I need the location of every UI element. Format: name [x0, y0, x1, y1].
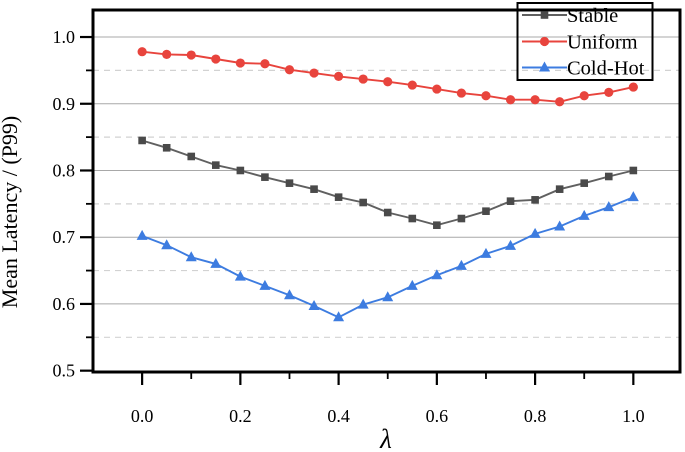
- triangle-marker: [136, 229, 148, 240]
- triangle-marker: [308, 299, 320, 310]
- legend-label: Uniform: [567, 32, 638, 54]
- square-marker: [433, 221, 441, 229]
- triangle-marker: [431, 269, 443, 280]
- grid-minor: [93, 69, 680, 338]
- circle-marker: [456, 88, 467, 98]
- square-marker: [383, 208, 392, 217]
- legend-item-cold-hot: Cold-Hot: [522, 58, 645, 80]
- legend-label: Cold-Hot: [567, 58, 645, 80]
- square-marker: [261, 173, 269, 181]
- triangle-marker: [259, 279, 271, 290]
- circle-marker: [334, 71, 344, 81]
- y-ticks: 0.5 0.6 0.7 0.8 0.9 1.0: [53, 27, 93, 381]
- legend-label: Stable: [567, 5, 618, 27]
- square-marker: [555, 185, 564, 193]
- triangle-marker: [185, 251, 197, 262]
- square-marker: [138, 136, 146, 145]
- square-marker: [540, 11, 549, 19]
- square-marker: [506, 197, 515, 205]
- triangle-marker: [578, 209, 590, 220]
- triangle-marker: [357, 298, 369, 309]
- circle-marker: [186, 50, 196, 60]
- circle-marker: [481, 91, 491, 101]
- triangle-marker: [529, 227, 541, 238]
- triangle-marker: [382, 291, 394, 302]
- square-marker: [580, 179, 589, 187]
- x-tick-label: 0.6: [426, 406, 449, 426]
- circle-marker: [579, 91, 589, 101]
- x-axis-label: λ: [379, 424, 392, 452]
- square-marker: [334, 193, 343, 201]
- square-marker: [629, 166, 638, 175]
- triangle-marker: [603, 201, 615, 212]
- y-tick-label: 0.8: [53, 160, 76, 180]
- circle-marker: [530, 95, 540, 105]
- circle-marker: [505, 95, 516, 105]
- circle-marker: [235, 58, 245, 68]
- legend-item-uniform: Uniform: [522, 32, 638, 54]
- square-marker: [408, 214, 417, 223]
- circle-marker: [211, 54, 221, 64]
- x-tick-label: 0.0: [131, 406, 154, 426]
- series-cold-hot: [136, 191, 639, 322]
- y-tick-label: 0.9: [53, 94, 76, 114]
- circle-marker: [137, 47, 147, 57]
- y-tick-label: 0.6: [53, 294, 76, 314]
- circle-marker: [432, 84, 442, 94]
- series-stable: [138, 136, 638, 229]
- legend-item-stable: Stable: [522, 5, 618, 27]
- plot-border: [91, 8, 682, 374]
- circle-marker: [628, 82, 638, 92]
- square-marker: [285, 179, 294, 187]
- circle-marker: [260, 59, 270, 69]
- triangle-marker: [455, 259, 467, 270]
- triangle-marker: [406, 279, 418, 290]
- circle-marker: [539, 36, 550, 47]
- y-tick-label: 1.0: [53, 27, 76, 47]
- triangle-marker: [554, 220, 566, 231]
- legend: Stable Uniform Cold-Hot: [516, 2, 654, 81]
- x-tick-label: 0.2: [229, 406, 252, 426]
- series-uniform: [137, 47, 638, 107]
- y-tick-label: 0.7: [53, 227, 76, 247]
- y-tick-label: 0.5: [53, 361, 76, 381]
- square-marker: [162, 143, 171, 152]
- triangle-marker: [210, 257, 222, 268]
- circle-marker: [162, 49, 172, 59]
- circle-marker: [383, 77, 393, 87]
- triangle-marker: [539, 61, 550, 72]
- triangle-marker: [480, 247, 492, 258]
- square-marker: [187, 152, 196, 161]
- circle-marker: [407, 80, 417, 90]
- triangle-marker: [161, 239, 173, 250]
- triangle-marker: [283, 289, 295, 300]
- circle-marker: [604, 87, 614, 98]
- circle-marker: [284, 65, 295, 75]
- square-marker: [236, 166, 245, 175]
- x-tick-label: 0.8: [524, 406, 547, 426]
- square-marker: [531, 196, 539, 204]
- y-axis-label: Mean Latency / (P99): [0, 116, 22, 308]
- square-marker: [604, 172, 613, 181]
- circle-marker: [309, 68, 319, 78]
- x-ticks: 0.0 0.2 0.4 0.6 0.8 1.0: [131, 372, 645, 426]
- triangle-marker: [627, 191, 639, 202]
- square-marker: [359, 198, 367, 207]
- triangle-marker: [505, 239, 517, 250]
- x-tick-label: 0.4: [327, 406, 350, 426]
- grid-major: [93, 36, 680, 305]
- square-marker: [212, 161, 220, 169]
- x-tick-label: 1.0: [622, 406, 645, 426]
- triangle-marker: [234, 270, 246, 281]
- square-marker: [310, 185, 318, 193]
- square-marker: [457, 214, 466, 223]
- circle-marker: [555, 97, 565, 107]
- triangle-marker: [333, 311, 345, 322]
- square-marker: [482, 207, 490, 215]
- circle-marker: [358, 74, 368, 84]
- legend-box: [516, 2, 654, 81]
